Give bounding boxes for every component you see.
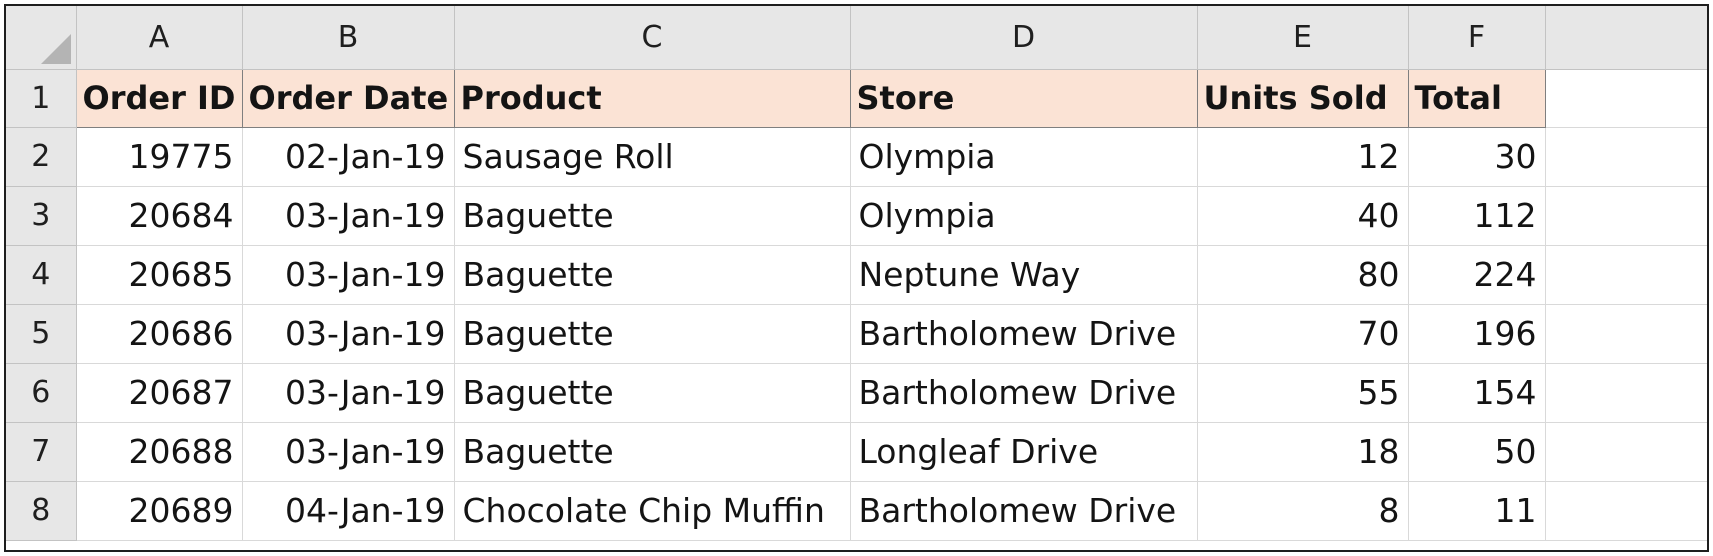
order-id-cell[interactable]: 19775 — [76, 127, 243, 187]
units-sold-cell[interactable]: 40 — [1197, 186, 1409, 246]
empty-cell[interactable] — [1545, 363, 1707, 423]
column-header-row: A B C D E F — [6, 6, 1707, 70]
total-cell[interactable]: 30 — [1408, 127, 1546, 187]
units-sold-cell[interactable]: 18 — [1197, 422, 1409, 482]
header-cell-store[interactable]: Store — [850, 69, 1198, 128]
total-cell[interactable]: 50 — [1408, 422, 1546, 482]
spreadsheet-grid: A B C D E F 1 Order ID Order Date Produc… — [4, 4, 1709, 552]
table-row: 4 20685 03-Jan-19 Baguette Neptune Way 8… — [6, 245, 1707, 305]
order-date-cell[interactable]: 02-Jan-19 — [242, 127, 455, 187]
store-cell[interactable]: Olympia — [850, 127, 1198, 187]
row-header-2[interactable]: 2 — [6, 127, 77, 187]
order-date-cell[interactable]: 03-Jan-19 — [242, 245, 455, 305]
empty-cell[interactable] — [1545, 304, 1707, 364]
empty-cell[interactable] — [1545, 245, 1707, 305]
order-date-cell[interactable]: 03-Jan-19 — [242, 422, 455, 482]
product-cell[interactable]: Baguette — [454, 304, 851, 364]
row-header-3[interactable]: 3 — [6, 186, 77, 246]
store-cell[interactable]: Olympia — [850, 186, 1198, 246]
product-cell[interactable]: Chocolate Chip Muffin — [454, 481, 851, 541]
header-cell-total[interactable]: Total — [1408, 69, 1546, 128]
product-cell[interactable]: Sausage Roll — [454, 127, 851, 187]
table-row: 2 19775 02-Jan-19 Sausage Roll Olympia 1… — [6, 127, 1707, 187]
select-all-triangle-icon — [40, 33, 71, 64]
column-header-d[interactable]: D — [850, 6, 1198, 70]
select-all-button[interactable] — [6, 6, 77, 70]
empty-cell[interactable] — [1545, 127, 1707, 187]
product-cell[interactable]: Baguette — [454, 363, 851, 423]
row-header-4[interactable]: 4 — [6, 245, 77, 305]
units-sold-cell[interactable]: 70 — [1197, 304, 1409, 364]
table-row: 7 20688 03-Jan-19 Baguette Longleaf Driv… — [6, 422, 1707, 482]
units-sold-cell[interactable]: 55 — [1197, 363, 1409, 423]
column-header-empty[interactable] — [1545, 6, 1707, 70]
store-cell[interactable]: Neptune Way — [850, 245, 1198, 305]
row-header-1[interactable]: 1 — [6, 69, 77, 128]
product-cell[interactable]: Baguette — [454, 186, 851, 246]
order-id-cell[interactable]: 20689 — [76, 481, 243, 541]
total-cell[interactable]: 154 — [1408, 363, 1546, 423]
table-row: 5 20686 03-Jan-19 Baguette Bartholomew D… — [6, 304, 1707, 364]
empty-cell[interactable] — [1545, 186, 1707, 246]
store-cell[interactable]: Bartholomew Drive — [850, 481, 1198, 541]
table-header-row: 1 Order ID Order Date Product Store Unit… — [6, 69, 1707, 128]
column-header-e[interactable]: E — [1197, 6, 1409, 70]
product-cell[interactable]: Baguette — [454, 422, 851, 482]
empty-cell[interactable] — [1545, 481, 1707, 541]
store-cell[interactable]: Longleaf Drive — [850, 422, 1198, 482]
column-header-a[interactable]: A — [76, 6, 243, 70]
units-sold-cell[interactable]: 80 — [1197, 245, 1409, 305]
units-sold-cell[interactable]: 12 — [1197, 127, 1409, 187]
units-sold-cell[interactable]: 8 — [1197, 481, 1409, 541]
header-cell-units-sold[interactable]: Units Sold — [1197, 69, 1409, 128]
total-cell[interactable]: 11 — [1408, 481, 1546, 541]
order-id-cell[interactable]: 20684 — [76, 186, 243, 246]
row-header-6[interactable]: 6 — [6, 363, 77, 423]
total-cell[interactable]: 224 — [1408, 245, 1546, 305]
worksheet-table: A B C D E F 1 Order ID Order Date Produc… — [6, 6, 1707, 541]
order-date-cell[interactable]: 03-Jan-19 — [242, 186, 455, 246]
order-date-cell[interactable]: 03-Jan-19 — [242, 304, 455, 364]
empty-cell[interactable] — [1545, 69, 1707, 128]
row-header-5[interactable]: 5 — [6, 304, 77, 364]
row-header-7[interactable]: 7 — [6, 422, 77, 482]
order-id-cell[interactable]: 20686 — [76, 304, 243, 364]
product-cell[interactable]: Baguette — [454, 245, 851, 305]
empty-cell[interactable] — [1545, 422, 1707, 482]
order-date-cell[interactable]: 04-Jan-19 — [242, 481, 455, 541]
store-cell[interactable]: Bartholomew Drive — [850, 304, 1198, 364]
header-cell-order-date[interactable]: Order Date — [242, 69, 455, 128]
header-cell-product[interactable]: Product — [454, 69, 851, 128]
table-row: 6 20687 03-Jan-19 Baguette Bartholomew D… — [6, 363, 1707, 423]
table-row: 8 20689 04-Jan-19 Chocolate Chip Muffin … — [6, 481, 1707, 541]
order-id-cell[interactable]: 20685 — [76, 245, 243, 305]
order-id-cell[interactable]: 20687 — [76, 363, 243, 423]
row-header-8[interactable]: 8 — [6, 481, 77, 541]
total-cell[interactable]: 196 — [1408, 304, 1546, 364]
table-row: 3 20684 03-Jan-19 Baguette Olympia 40 11… — [6, 186, 1707, 246]
column-header-f[interactable]: F — [1408, 6, 1546, 70]
column-header-c[interactable]: C — [454, 6, 851, 70]
column-header-b[interactable]: B — [242, 6, 455, 70]
order-date-cell[interactable]: 03-Jan-19 — [242, 363, 455, 423]
header-cell-order-id[interactable]: Order ID — [76, 69, 243, 128]
total-cell[interactable]: 112 — [1408, 186, 1546, 246]
order-id-cell[interactable]: 20688 — [76, 422, 243, 482]
store-cell[interactable]: Bartholomew Drive — [850, 363, 1198, 423]
